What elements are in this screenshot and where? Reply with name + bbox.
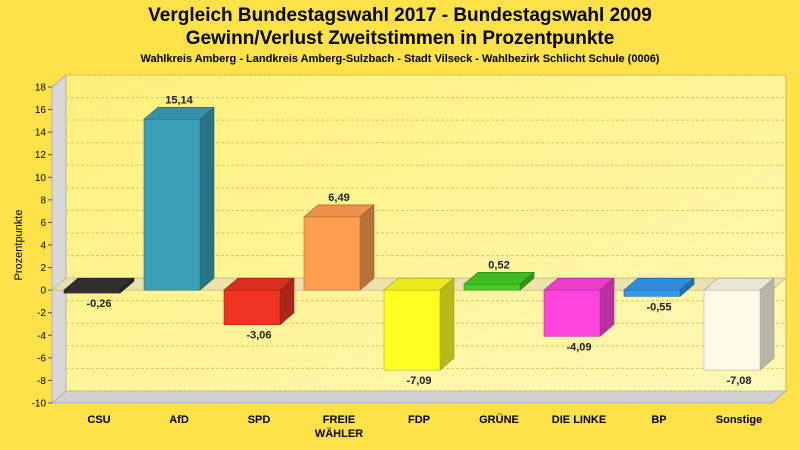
bar-4 [383,277,455,371]
bar-value-label: -0,26 [86,298,111,310]
bar-front-face [383,289,441,371]
y-tick-label: 18 [35,83,47,94]
y-tick-label: 6 [40,218,46,229]
plot-left-wall [51,73,67,405]
x-category-label: Sonstige [716,414,762,426]
bar-side-face [359,204,375,291]
y-tick-label: 8 [40,195,46,206]
bar-value-label: 0,52 [488,259,509,271]
bar-front-face [703,289,761,371]
y-tick-label: 4 [40,241,46,252]
bar-side-face [439,277,455,371]
x-category-label: FDP [408,414,430,426]
bar-value-label: -7,08 [726,375,751,387]
labels: -10 -8 -6 -4 -2 0 2 4 6 8 10 12 14 16 18 Prozentpunkte -… [13,83,762,441]
bar-3 [303,204,375,291]
bar-value-label: -0,55 [646,301,671,313]
y-tick-label: 10 [35,173,47,184]
bar-front-face [223,289,281,325]
bar-front-face [143,118,201,291]
bar-value-label: -4,09 [566,341,591,353]
bars [63,106,775,371]
y-tick-label: 14 [35,128,47,139]
plot-floor [50,390,788,404]
bar-2 [223,277,295,326]
x-category-label: DIE LINKE [552,414,606,426]
x-category-label: FREIE [323,414,355,426]
chart-subtitle: Wahlkreis Amberg - Landkreis Amberg-Sulz… [140,53,660,65]
bar-side-face [199,106,215,291]
bar-value-label: -7,09 [406,375,431,387]
bar-front-face [623,289,681,297]
y-tick-label: -4 [37,331,46,342]
x-category-label: GRÜNE [479,413,519,426]
y-tick-label: -2 [37,308,46,319]
y-tick-label: 2 [40,263,46,274]
x-category-label: WÄHLER [315,427,363,440]
bar-front-face [63,289,121,294]
x-category-label: CSU [87,414,110,426]
bar-7 [623,277,695,298]
bar-front-face [463,283,521,291]
bar-front-face [303,216,361,291]
y-tick-label: 16 [35,105,47,116]
bar-8 [703,277,775,371]
bar-0 [63,277,135,294]
x-category-label: SPD [248,414,271,426]
y-tick-label: -8 [37,376,46,387]
bar-value-label: 15,14 [165,94,193,106]
bar-side-face [759,277,775,371]
y-axis-title: Prozentpunkte [13,210,25,281]
y-tick-label: -10 [32,399,47,410]
chart-title-line2: Gewinn/Verlust Zweitstimmen in Prozentpu… [185,28,615,49]
bar-6 [543,277,615,337]
x-category-label: BP [651,414,666,426]
bar-value-label: -3,06 [246,330,271,342]
bar-front-face [543,289,601,337]
y-tick-label: 0 [40,286,46,297]
chart-title-line1: Vergleich Bundestagswahl 2017 - Bundesta… [148,5,652,26]
chart-title: Vergleich Bundestagswahl 2017 - Bundesta… [0,4,800,50]
bar-5 [463,271,535,291]
y-tick-label: 12 [35,150,47,161]
y-tick-label: -6 [37,353,46,364]
bar-1 [143,106,215,291]
x-category-label: AfD [169,414,189,426]
bar-value-label: 6,49 [328,192,349,204]
